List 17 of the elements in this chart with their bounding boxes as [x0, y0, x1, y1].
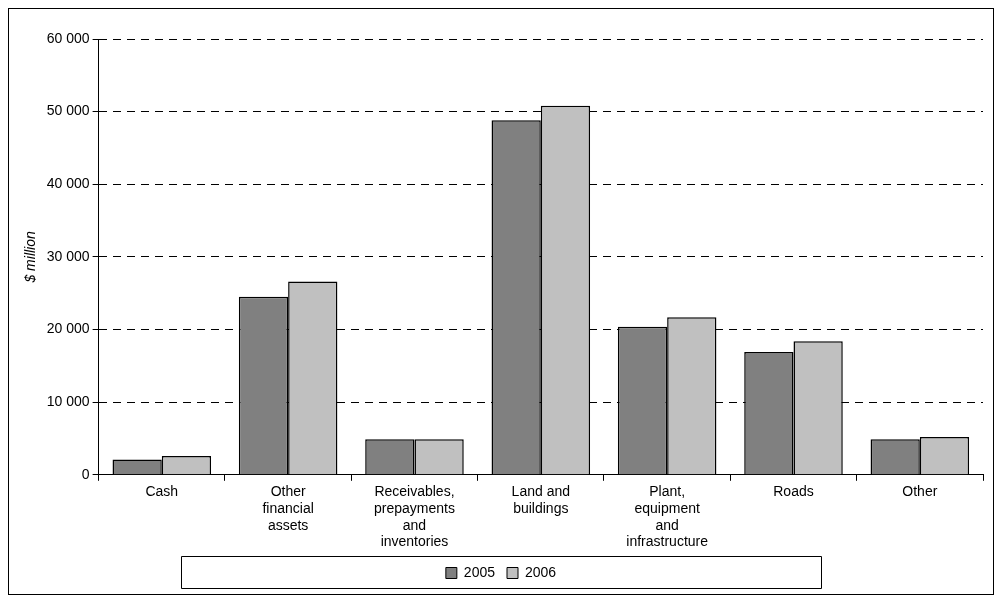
legend-label: 2005: [463, 563, 496, 580]
x-tick-label: Plant, equipment and infrastructure: [626, 483, 709, 550]
x-tick-label: Roads: [773, 483, 814, 500]
x-tick-label: Other: [902, 483, 938, 500]
y-tick-label: 50 000: [46, 102, 90, 119]
x-tick-label: Land and buildings: [511, 483, 571, 516]
legend-label: 2006: [525, 563, 557, 580]
y-tick-label: 0: [81, 465, 90, 482]
y-tick-label: 20 000: [46, 320, 90, 337]
y-axis-title: $ million: [22, 231, 39, 284]
y-tick-label: 40 000: [46, 175, 90, 192]
y-tick-label: 60 000: [46, 29, 90, 46]
y-tick-label: 10 000: [46, 393, 90, 410]
y-tick-label: 30 000: [46, 247, 90, 264]
x-tick-label: Other financial assets: [262, 483, 314, 533]
x-tick-label: Cash: [145, 483, 179, 500]
x-tick-label: Receivables, prepayments and inventories: [374, 483, 455, 550]
